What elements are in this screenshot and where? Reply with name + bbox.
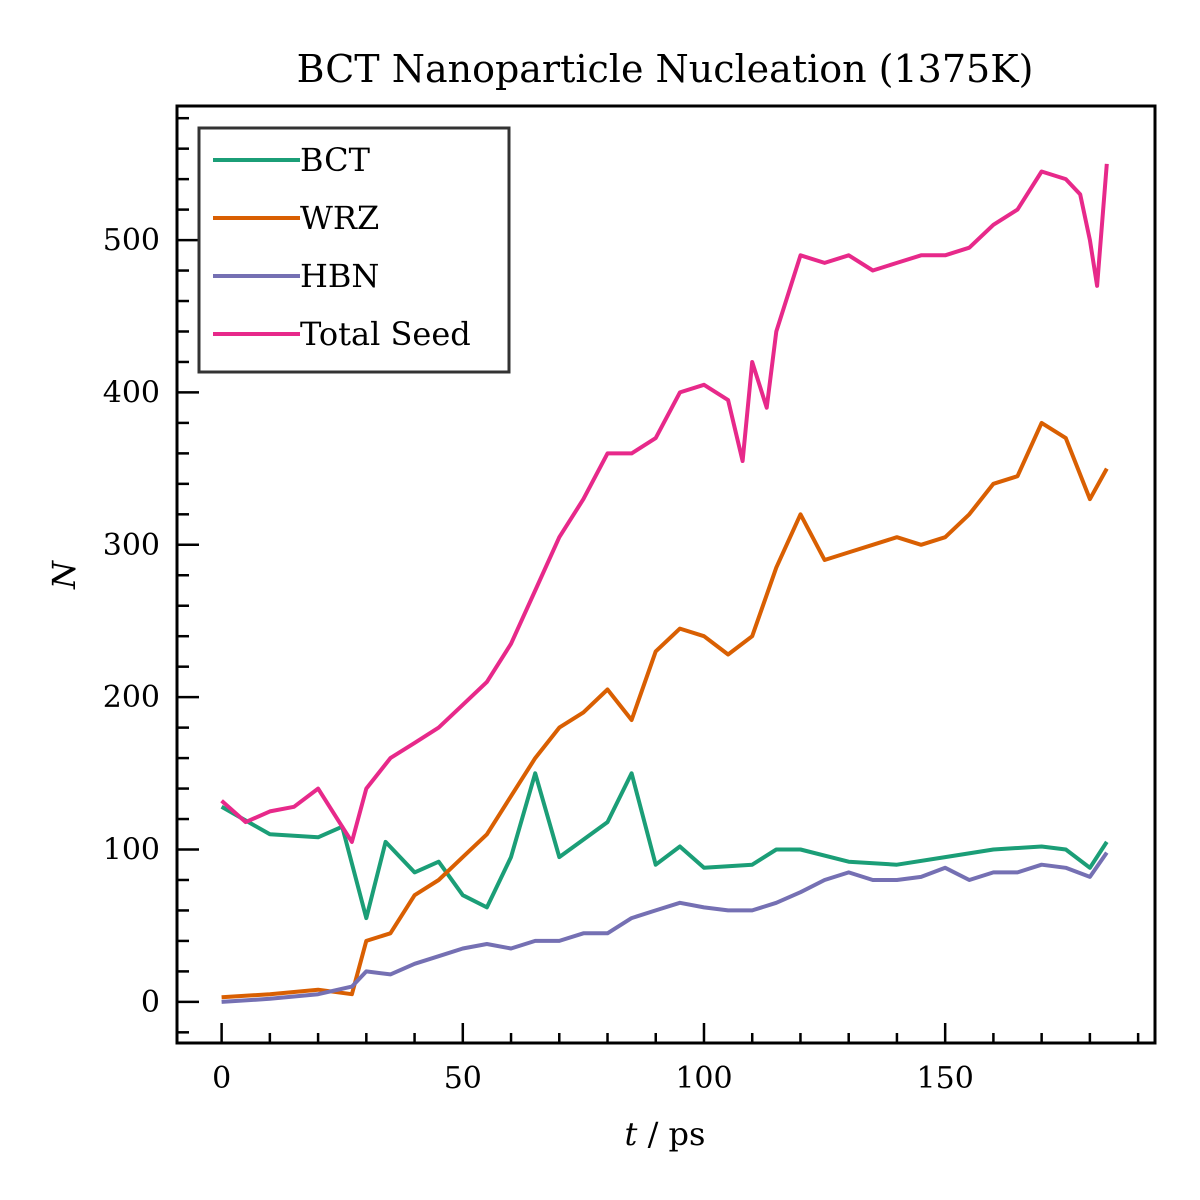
x-tick-label: 100	[675, 1061, 732, 1096]
legend-label-wrz: WRZ	[300, 199, 379, 237]
x-axis-variable: t	[625, 1115, 638, 1153]
axis-ticks: 0 50 100 150 0 100 200 300 400 500	[103, 116, 1140, 1096]
y-tick-label: 300	[103, 528, 160, 563]
x-axis-unit: / ps	[637, 1115, 705, 1153]
series-line-bct	[220, 771, 1109, 921]
y-tick-label: 500	[103, 223, 160, 258]
y-axis-label: N	[45, 560, 83, 590]
y-tick-label: 200	[103, 680, 160, 715]
y-tick-label: 400	[103, 375, 160, 410]
x-axis-label: t / ps	[625, 1115, 706, 1153]
legend-label-bct: BCT	[300, 141, 371, 179]
chart-title: BCT Nanoparticle Nucleation (1375K)	[297, 47, 1034, 91]
x-tick-label: 50	[444, 1061, 482, 1096]
series-line-hbn	[221, 851, 1109, 1004]
legend: BCT WRZ HBN Total Seed	[197, 126, 511, 374]
series-line-wrz	[221, 420, 1109, 1000]
series-line-total-seed	[220, 163, 1109, 844]
legend-box	[197, 126, 511, 374]
plot-frame	[175, 104, 1157, 1045]
x-tick-label: 0	[212, 1061, 231, 1096]
legend-items: BCT WRZ HBN Total Seed	[213, 141, 471, 353]
x-tick-label: 150	[917, 1061, 974, 1096]
legend-label-hbn: HBN	[300, 257, 379, 295]
series-lines	[220, 163, 1109, 1004]
y-tick-label: 100	[103, 833, 160, 868]
y-tick-label: 0	[141, 985, 160, 1020]
legend-label-total-seed: Total Seed	[300, 315, 471, 353]
